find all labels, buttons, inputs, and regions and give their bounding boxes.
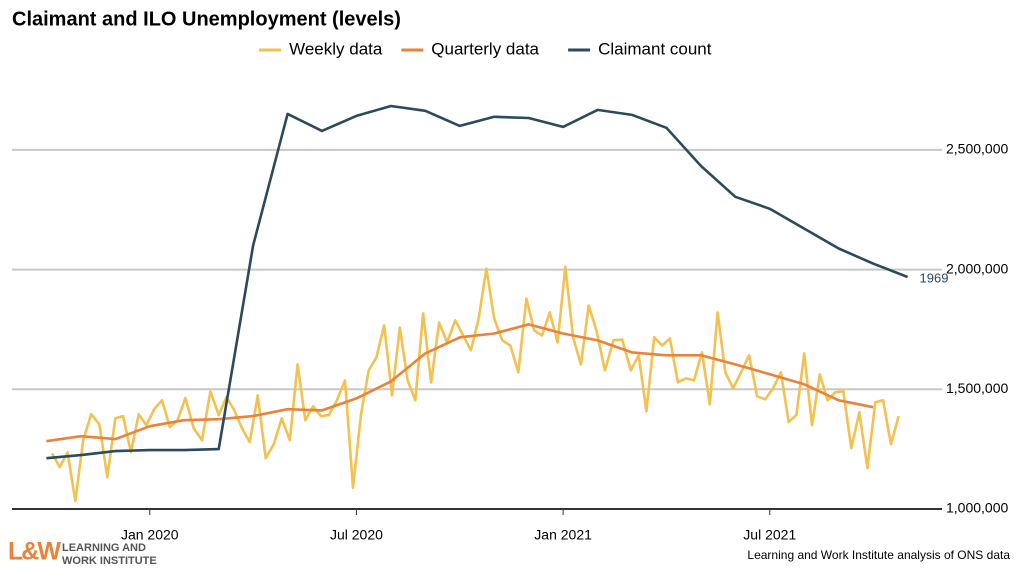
y-tick-label: 2,000,000: [946, 260, 1008, 276]
series-line: [50, 265, 900, 503]
end-label: 1969: [920, 270, 949, 285]
y-tick-label: 2,500,000: [946, 141, 1008, 157]
legend-label: Quarterly data: [431, 39, 539, 58]
x-tick-label: Jan 2020: [121, 527, 179, 543]
x-tick-label: Jan 2021: [534, 527, 592, 543]
logo-text: LEARNING AND: [62, 542, 146, 554]
y-tick-label: 1,500,000: [946, 380, 1008, 396]
chart-title: Claimant and ILO Unemployment (levels): [12, 8, 401, 30]
series-line: [46, 323, 874, 443]
logo-text: WORK INSTITUTE: [62, 555, 157, 567]
series-line: [46, 104, 909, 460]
y-tick-label: 1,000,000: [946, 500, 1008, 516]
logo-mark: L&W: [8, 538, 61, 566]
x-tick-label: Jul 2020: [330, 527, 383, 543]
source-note: Learning and Work Institute analysis of …: [747, 548, 1010, 562]
legend-label: Weekly data: [289, 39, 383, 58]
legend-label: Claimant count: [598, 39, 712, 58]
x-tick-label: Jul 2021: [743, 527, 796, 543]
